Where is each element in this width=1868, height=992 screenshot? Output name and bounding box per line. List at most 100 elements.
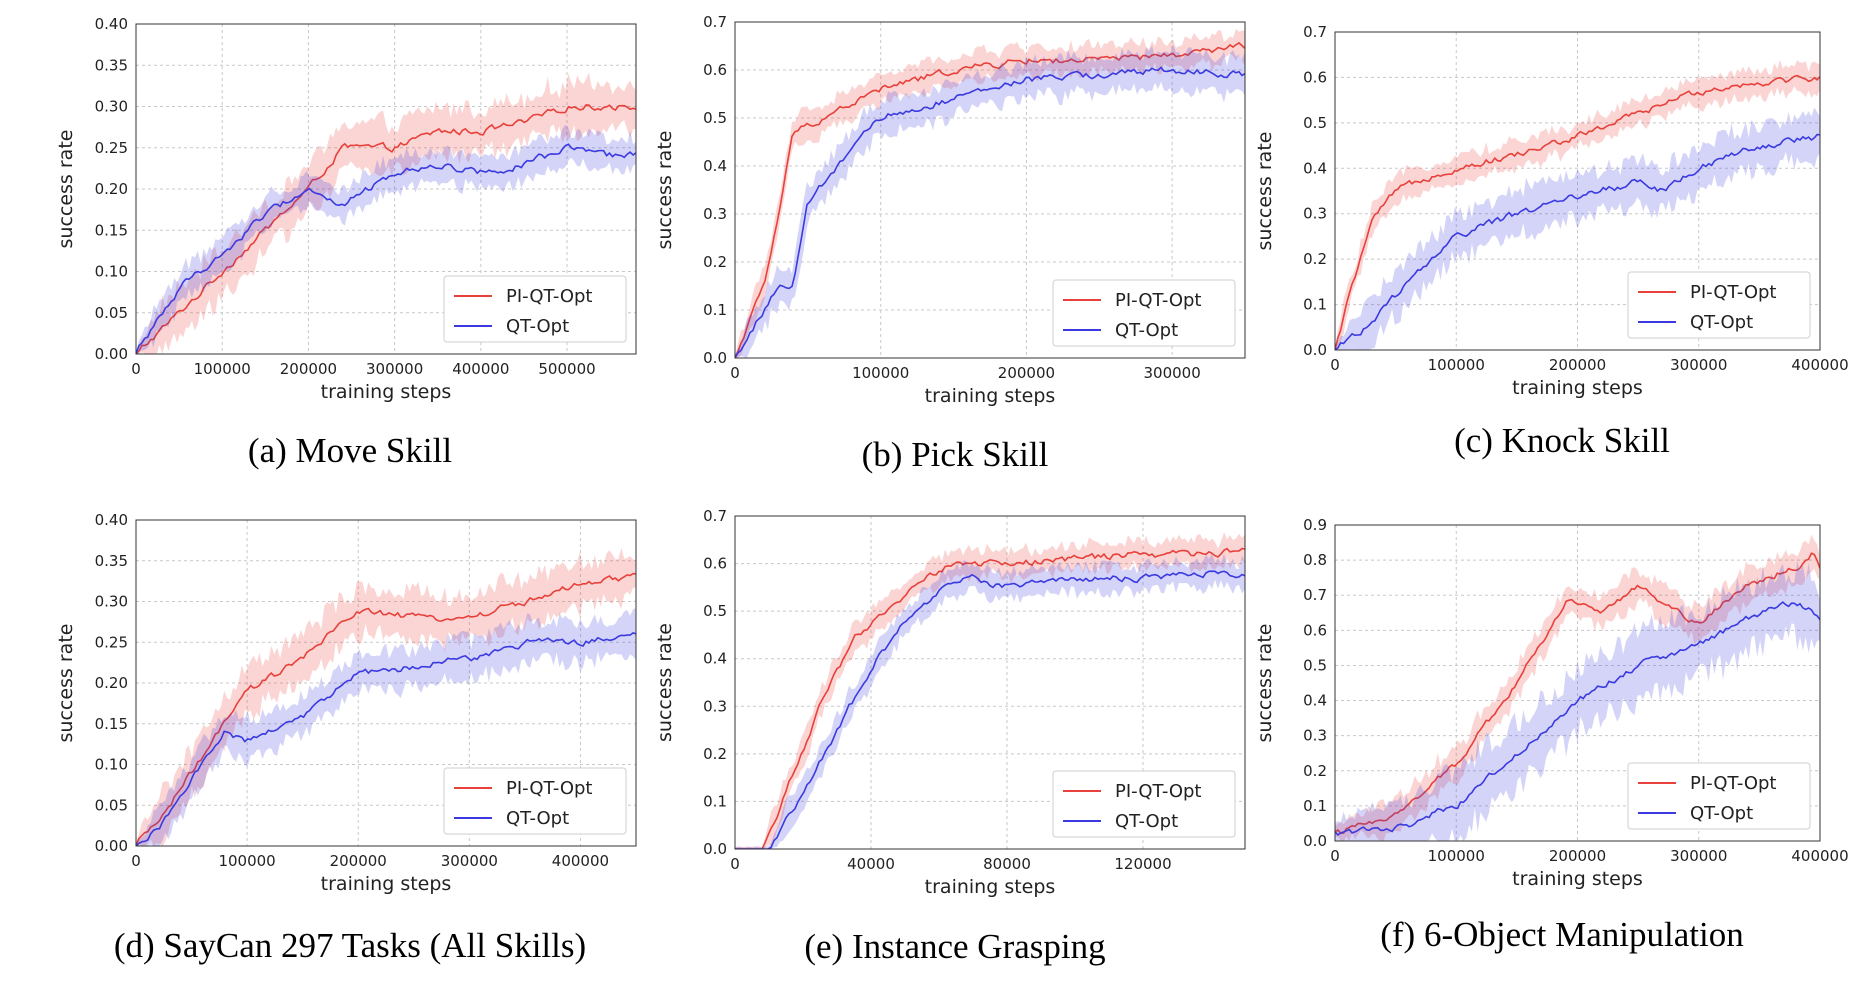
x-tick-label: 200000 xyxy=(998,364,1055,382)
y-tick-label: 0.5 xyxy=(1303,656,1327,674)
plot-frame xyxy=(135,23,637,355)
legend-label: QT-Opt xyxy=(1690,803,1753,824)
y-axis-label: success rate xyxy=(654,623,676,742)
y-tick-label: 0.35 xyxy=(95,552,128,570)
chart-panel: 0.0 0.1 0.2 0.3 0.4 0.5 0.6 0.7 0.8 0.9 0 100000 200… xyxy=(1254,516,1849,954)
legend: PI-QT-Opt QT-Opt xyxy=(1052,279,1236,347)
legend-label: PI-QT-Opt xyxy=(1115,290,1201,311)
series-confidence-band xyxy=(735,44,1245,358)
y-tick-label: 0.15 xyxy=(95,221,128,239)
chart-caption: (e) Instance Grasping xyxy=(804,927,1105,966)
y-tick-label: 0.7 xyxy=(1303,586,1327,604)
y-tick-label: 0.25 xyxy=(95,633,128,651)
x-tick-label: 300000 xyxy=(366,360,423,378)
legend: PI-QT-Opt QT-Opt xyxy=(443,767,627,835)
x-tick-label: 400000 xyxy=(1791,356,1848,374)
legend-label: PI-QT-Opt xyxy=(1690,282,1776,303)
y-tick-label: 0.2 xyxy=(1303,762,1327,780)
y-tick-label: 0.2 xyxy=(703,253,727,271)
y-tick-label: 0.15 xyxy=(95,715,128,733)
chart-panel: 0.00 0.05 0.10 0.15 0.20 0.25 0.30 0.35 0.40 0 100… xyxy=(55,15,637,470)
chart-panel: 0.0 0.1 0.2 0.3 0.4 0.5 0.6 0.7 0 100000 200000 300… xyxy=(654,13,1246,474)
legend-label: QT-Opt xyxy=(1115,811,1178,832)
legend-label: QT-Opt xyxy=(1690,312,1753,333)
legend: PI-QT-Opt QT-Opt xyxy=(1052,770,1236,838)
x-tick-label: 40000 xyxy=(847,855,895,873)
legend: PI-QT-Opt QT-Opt xyxy=(1627,271,1811,339)
series-confidence-band xyxy=(1335,107,1820,350)
y-tick-label: 0.00 xyxy=(95,345,128,363)
x-tick-label: 200000 xyxy=(1549,847,1606,865)
y-tick-label: 0.8 xyxy=(1303,551,1327,569)
y-tick-label: 0.1 xyxy=(703,301,727,319)
y-tick-label: 0.3 xyxy=(1303,205,1327,223)
y-tick-label: 0.20 xyxy=(95,180,128,198)
x-axis-label: training steps xyxy=(321,873,452,895)
x-tick-label: 400000 xyxy=(1791,847,1848,865)
series-line xyxy=(735,547,1245,849)
legend-label: PI-QT-Opt xyxy=(1115,781,1201,802)
legend-label: PI-QT-Opt xyxy=(1690,773,1776,794)
y-tick-label: 0.1 xyxy=(1303,797,1327,815)
plot-frame xyxy=(1334,31,1821,351)
x-tick-label: 500000 xyxy=(538,360,595,378)
legend: PI-QT-Opt QT-Opt xyxy=(1627,762,1811,830)
x-axis-label: training steps xyxy=(1512,377,1643,399)
series-line xyxy=(735,570,1245,849)
y-tick-label: 0.0 xyxy=(1303,341,1327,359)
y-tick-label: 0.25 xyxy=(95,139,128,157)
y-tick-label: 0.5 xyxy=(703,109,727,127)
series-confidence-band xyxy=(136,547,636,846)
y-tick-label: 0.30 xyxy=(95,593,128,611)
series-confidence-band xyxy=(735,28,1245,358)
y-tick-label: 0.40 xyxy=(95,15,128,33)
y-tick-label: 0.2 xyxy=(703,745,727,763)
x-axis-label: training steps xyxy=(925,876,1056,898)
x-tick-label: 100000 xyxy=(1428,847,1485,865)
x-tick-label: 0 xyxy=(1330,847,1340,865)
x-tick-label: 80000 xyxy=(983,855,1031,873)
series-line xyxy=(735,66,1245,358)
plot-frame xyxy=(135,519,637,847)
y-tick-label: 0.5 xyxy=(1303,114,1327,132)
y-tick-label: 0.35 xyxy=(95,56,128,74)
y-tick-label: 0.4 xyxy=(1303,159,1327,177)
x-tick-label: 300000 xyxy=(1144,364,1201,382)
y-tick-label: 0.6 xyxy=(703,61,727,79)
y-tick-label: 0.7 xyxy=(703,13,727,31)
legend-label: QT-Opt xyxy=(506,808,569,829)
x-tick-label: 0 xyxy=(730,855,740,873)
series-line xyxy=(1335,601,1820,836)
y-tick-label: 0.2 xyxy=(1303,250,1327,268)
y-axis-label: success rate xyxy=(55,130,77,249)
legend-label: PI-QT-Opt xyxy=(506,778,592,799)
y-tick-label: 0.3 xyxy=(1303,727,1327,745)
y-tick-label: 0.4 xyxy=(1303,692,1327,710)
x-tick-label: 100000 xyxy=(194,360,251,378)
y-axis-label: success rate xyxy=(1254,132,1276,251)
series-line xyxy=(136,572,636,846)
plot-frame xyxy=(1334,524,1821,842)
chart-caption: (b) Pick Skill xyxy=(862,435,1049,474)
y-tick-label: 0.00 xyxy=(95,837,128,855)
chart-caption: (c) Knock Skill xyxy=(1454,421,1670,460)
plot-frame xyxy=(734,21,1246,359)
y-tick-label: 0.3 xyxy=(703,205,727,223)
x-tick-label: 300000 xyxy=(1670,847,1727,865)
x-tick-label: 200000 xyxy=(330,852,387,870)
chart-panel: 0.00 0.05 0.10 0.15 0.20 0.25 0.30 0.35 0.40 0 100… xyxy=(55,511,637,965)
x-axis-label: training steps xyxy=(321,381,452,403)
x-tick-label: 400000 xyxy=(452,360,509,378)
x-tick-label: 100000 xyxy=(1428,356,1485,374)
x-tick-label: 0 xyxy=(730,364,740,382)
series-confidence-band xyxy=(136,608,636,846)
chart-caption: (d) SayCan 297 Tasks (All Skills) xyxy=(114,926,586,965)
y-tick-label: 0.7 xyxy=(703,507,727,525)
y-tick-label: 0.1 xyxy=(703,792,727,810)
series-line xyxy=(1335,74,1820,350)
y-tick-label: 0.0 xyxy=(703,840,727,858)
y-tick-label: 0.6 xyxy=(703,555,727,573)
legend-label: QT-Opt xyxy=(506,316,569,337)
x-tick-label: 400000 xyxy=(552,852,609,870)
